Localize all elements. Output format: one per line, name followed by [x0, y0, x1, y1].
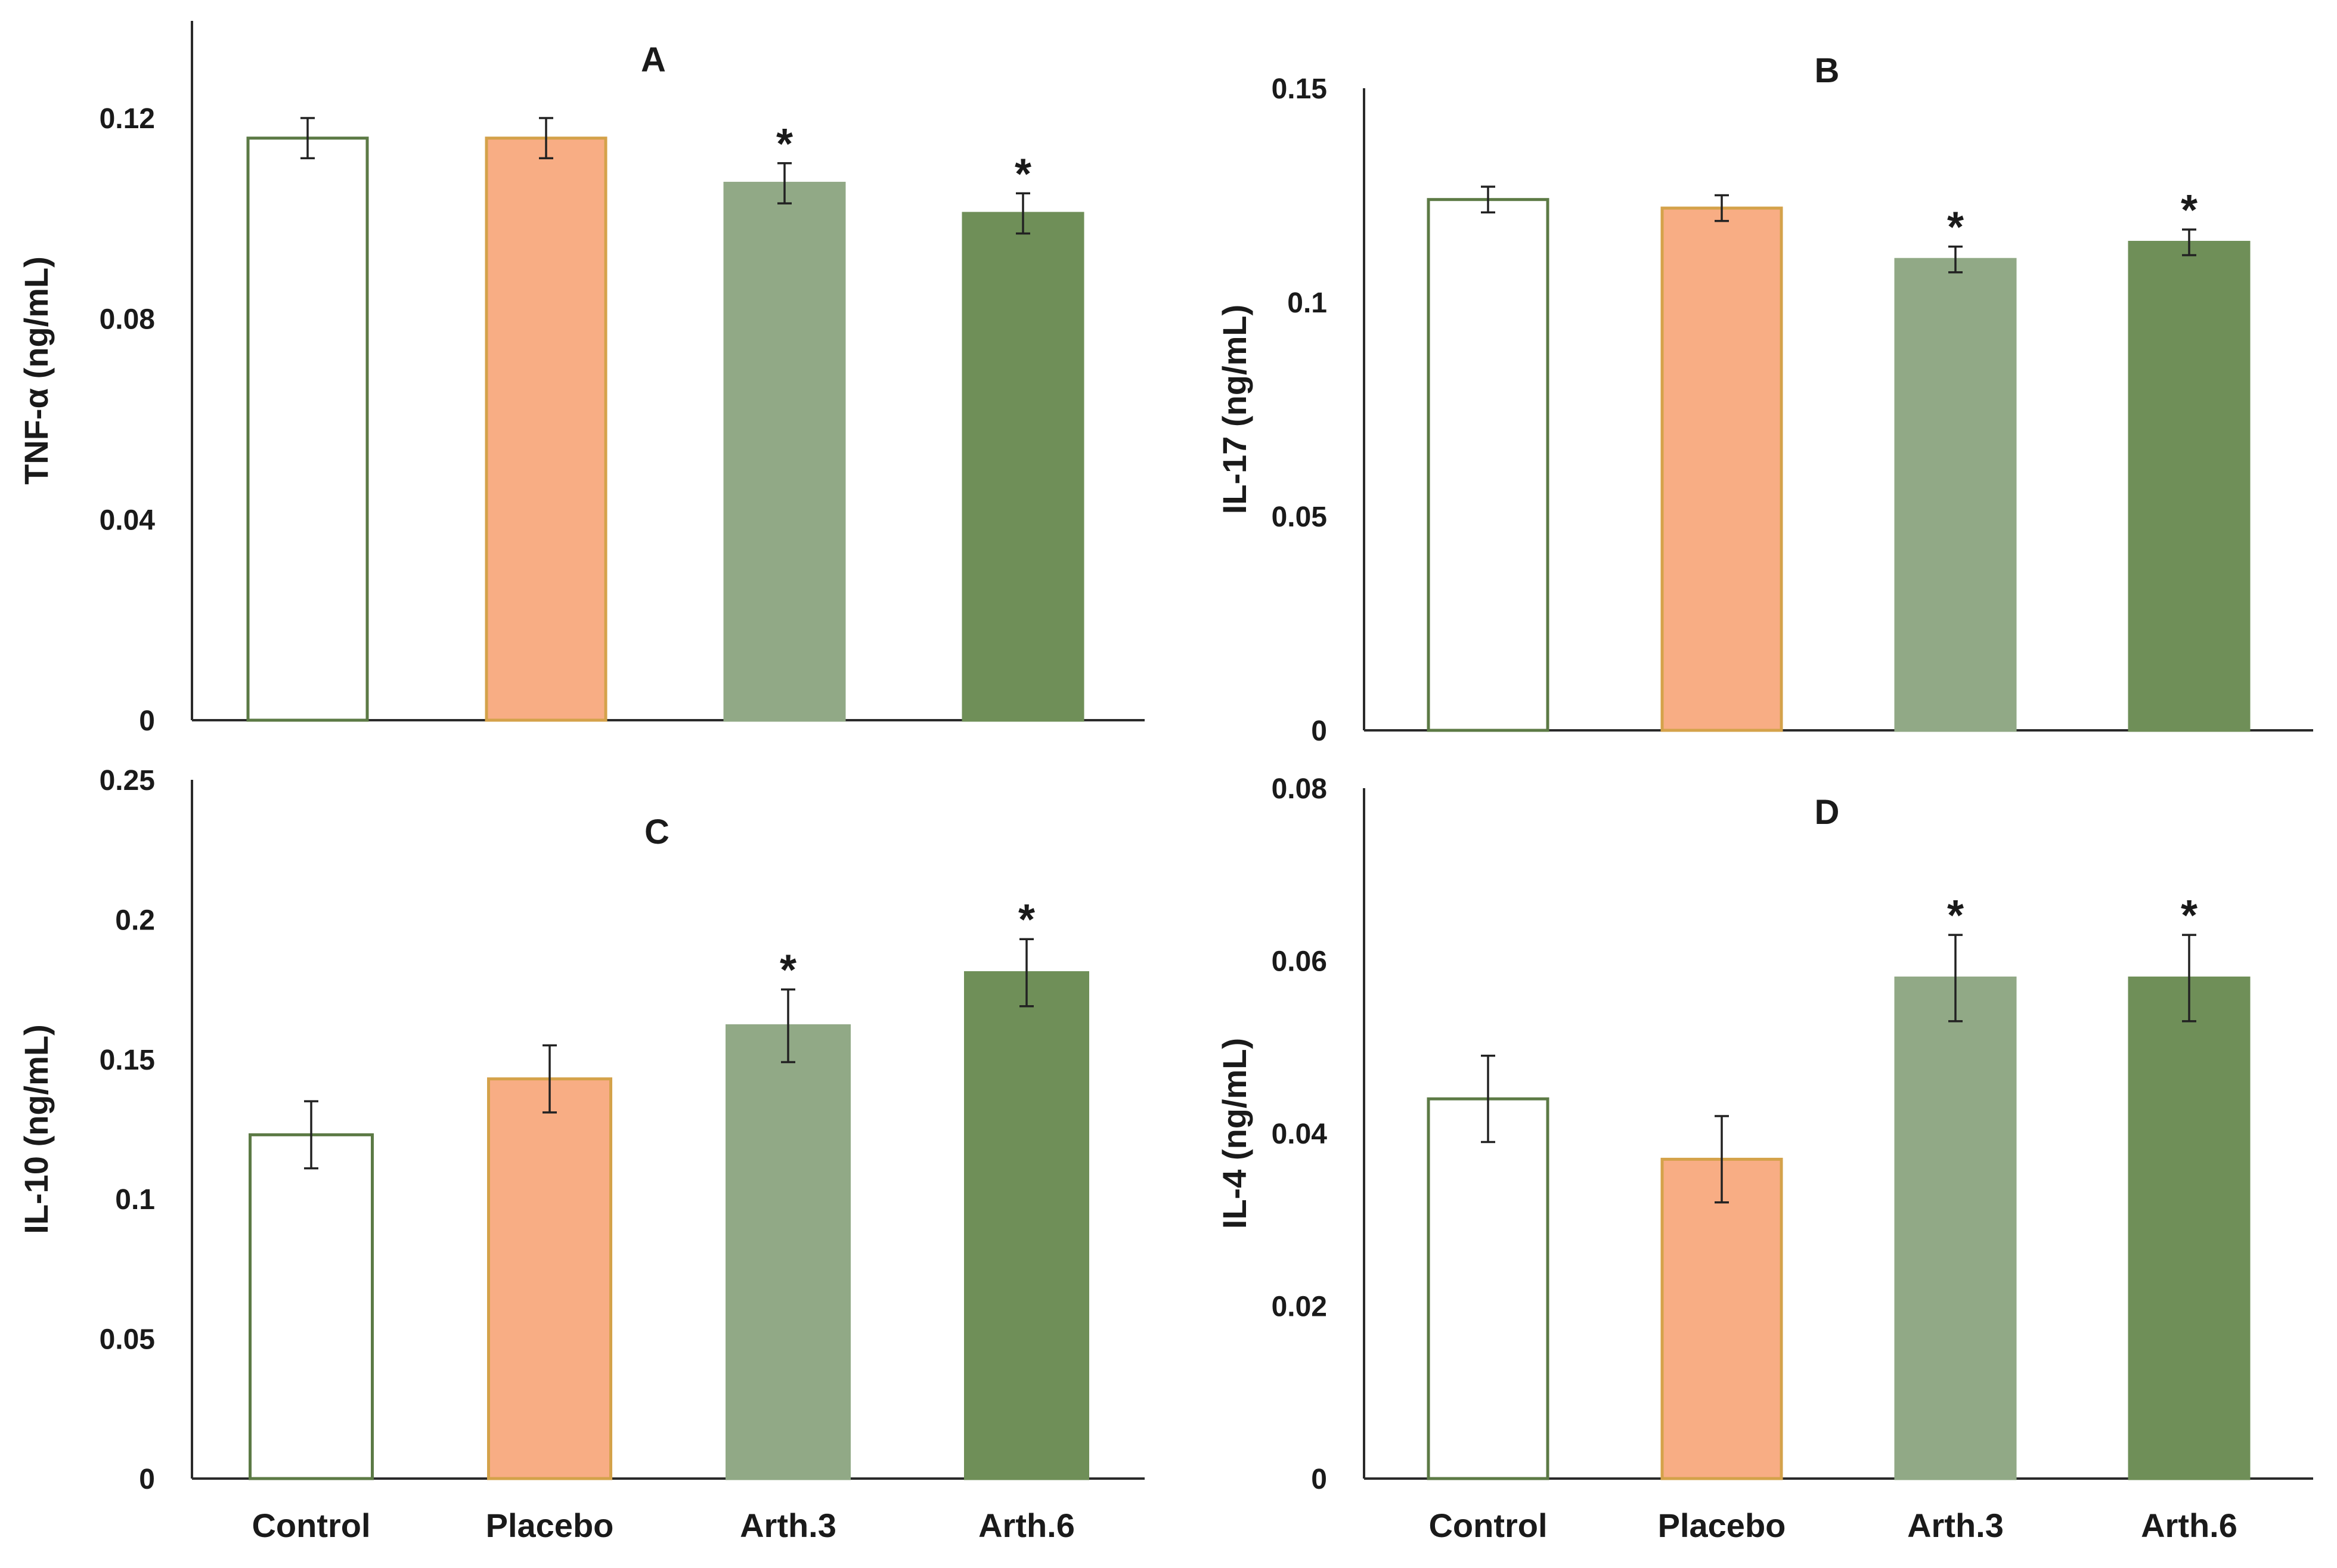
x-category-label: Arth.6 — [978, 1507, 1075, 1544]
bar-arth6 — [2128, 976, 2251, 1480]
error-bar — [1948, 245, 1963, 274]
bar-arth6 — [2128, 240, 2251, 732]
x-category-label: Control — [1428, 1507, 1547, 1544]
y-tick-label: 0.06 — [1272, 946, 1327, 978]
significance-star: * — [2181, 187, 2197, 234]
bar-arth3 — [1894, 258, 2017, 732]
significance-star: * — [1015, 150, 1031, 198]
significance-star: * — [776, 120, 793, 168]
error-bar — [1948, 934, 1963, 1022]
error-bar — [777, 162, 792, 204]
error-bar — [1715, 194, 1729, 222]
y-tick-label: 0.25 — [100, 765, 155, 797]
error-bar — [304, 1100, 318, 1170]
y-tick-label: 0.04 — [1272, 1118, 1328, 1150]
y-tick-label: 0.05 — [1272, 501, 1327, 533]
y-tick-label: 0.15 — [1272, 73, 1327, 105]
x-category-label: Placebo — [1658, 1507, 1786, 1544]
y-axis-title: IL-17 (ng/mL) — [1216, 305, 1253, 515]
bar-control — [246, 137, 369, 722]
y-tick-label: 0.12 — [100, 103, 155, 135]
x-category-label: Arth.6 — [2141, 1507, 2237, 1544]
error-bar — [539, 117, 553, 160]
bar-control — [1427, 198, 1549, 732]
y-tick-label: 0 — [139, 1464, 155, 1495]
y-tick-label: 0.05 — [100, 1324, 155, 1356]
bar-placebo — [1660, 1157, 1783, 1480]
significance-star: * — [1018, 896, 1035, 944]
y-tick-label: 0.08 — [1272, 773, 1327, 805]
panel-letter: A — [641, 41, 666, 79]
panel-b: 0 0.05 0.1 0.15 IL-17 (ng/mL) B * * — [1216, 51, 2313, 747]
error-bar — [2182, 934, 2196, 1022]
error-bar — [781, 988, 795, 1064]
x-category-label: Arth.3 — [1907, 1507, 2004, 1544]
y-tick-label: 0.1 — [115, 1184, 155, 1216]
panel-letter: B — [1814, 51, 1839, 90]
y-tick-label: 0.04 — [100, 504, 156, 536]
error-bar — [1016, 192, 1030, 235]
significance-star: * — [780, 947, 796, 994]
error-bar — [1481, 185, 1495, 213]
x-category-label: Arth.3 — [740, 1507, 836, 1544]
significance-star: * — [1947, 892, 1964, 940]
significance-star: * — [1947, 204, 1964, 252]
y-tick-label: 0 — [139, 705, 155, 737]
error-bar — [1019, 938, 1034, 1008]
y-tick-label: 0.08 — [100, 304, 155, 336]
error-bar — [1715, 1115, 1729, 1204]
bar-control — [249, 1133, 374, 1480]
panel-c: 0 0.05 0.1 0.15 0.2 0.25 IL-10 (ng/mL) C Control… — [17, 765, 1145, 1544]
bar-placebo — [485, 137, 608, 722]
y-tick-label: 0.15 — [100, 1045, 155, 1076]
y-tick-label: 0.2 — [115, 904, 155, 936]
panel-letter: C — [644, 813, 670, 851]
error-bar — [300, 117, 315, 160]
y-axis-title: TNF-α (ng/mL) — [17, 256, 55, 485]
bar-arth6 — [964, 971, 1089, 1480]
bar-control — [1427, 1097, 1549, 1480]
significance-star: * — [2181, 892, 2197, 940]
error-bar — [1481, 1054, 1495, 1144]
x-category-label: Placebo — [486, 1507, 614, 1544]
error-bar — [2182, 228, 2196, 256]
bar-arth3 — [723, 181, 846, 722]
y-tick-label: 0.1 — [1287, 287, 1327, 319]
x-category-label: Control — [252, 1507, 370, 1544]
panel-letter: D — [1814, 793, 1839, 832]
y-tick-label: 0 — [1311, 715, 1327, 747]
error-bar — [543, 1044, 557, 1114]
bar-arth6 — [962, 212, 1084, 722]
bar-placebo — [1660, 206, 1783, 732]
panel-a: 0 0.04 0.08 0.12 TNF-α (ng/mL) A * * — [17, 21, 1145, 737]
bar-arth3 — [726, 1024, 851, 1480]
bar-arth3 — [1894, 976, 2017, 1480]
panel-d: 0 0.02 0.04 0.06 0.08 IL-4 (ng/mL) D Control Pla… — [1216, 773, 2313, 1544]
y-axis-title: IL-10 (ng/mL) — [17, 1024, 55, 1234]
bar-placebo — [487, 1077, 612, 1480]
y-tick-label: 0.02 — [1272, 1291, 1327, 1323]
y-axis-title: IL-4 (ng/mL) — [1216, 1038, 1253, 1229]
y-tick-label: 0 — [1311, 1464, 1327, 1495]
